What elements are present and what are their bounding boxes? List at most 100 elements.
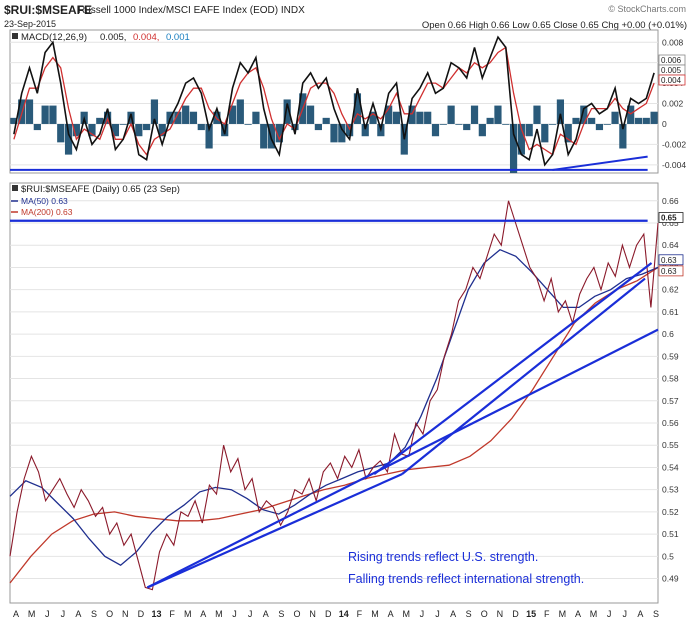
macd-histogram-bar	[182, 105, 190, 124]
x-tick-label: O	[481, 609, 488, 619]
x-tick-label: D	[512, 609, 519, 619]
x-tick-label: 14	[339, 609, 349, 619]
macd-line	[13, 35, 655, 167]
chart-annotation: Rising trends reflect U.S. strength.	[348, 550, 538, 564]
x-tick-label: M	[590, 609, 598, 619]
price-tick-label: 0.58	[662, 374, 679, 384]
price-right-badge-label: 0.63	[661, 256, 677, 265]
macd-histogram-bar	[478, 123, 486, 137]
macd-histogram-bar	[509, 123, 518, 173]
macd-histogram-bar	[424, 111, 432, 124]
macd-histogram-bar	[525, 123, 533, 137]
x-tick-label: A	[450, 609, 456, 619]
macd-histogram-bar	[517, 123, 525, 155]
macd-histogram-bar	[150, 99, 159, 124]
x-tick-label: A	[13, 609, 19, 619]
x-tick-label: J	[232, 609, 237, 619]
price-right-badge-label: 0.63	[661, 267, 677, 276]
macd-histogram-bar	[416, 111, 424, 124]
macd-frame	[9, 29, 659, 174]
macd-histogram-bar	[143, 123, 151, 131]
x-tick-label: A	[637, 609, 643, 619]
watermark: © StockCharts.com	[608, 4, 686, 14]
price-tick-label: 0.65	[662, 218, 679, 228]
macd-histogram-bar	[291, 123, 299, 131]
x-tick-label: A	[575, 609, 581, 619]
x-tick-label: O	[293, 609, 300, 619]
price-panel: 0.66 0.65 0.64 0.63 0.62 0.61 0.6 0.59 0.58 0.57 0…	[9, 182, 684, 604]
macd-histogram-bar	[439, 123, 447, 125]
macd-histogram-bar	[111, 123, 119, 137]
macd-histogram-bar	[494, 105, 502, 124]
price-tick-label: 0.55	[662, 440, 679, 450]
macd-histogram-bar	[627, 105, 635, 124]
x-tick-label: S	[653, 609, 659, 619]
ohlc-readout: Open 0.66 High 0.66 Low 0.65 Close 0.65 …	[421, 20, 687, 31]
macd-panel: 0.008 0.006 0.004 0.002 0 -0.002 -0.004 MACD(12…	[9, 29, 686, 174]
macd-histogram-bar	[580, 105, 588, 124]
macd-histogram-bar	[260, 123, 268, 149]
macd-tick-label: 0.008	[662, 37, 684, 47]
macd-histogram-bar	[174, 111, 182, 124]
macd-histogram-bar	[572, 117, 580, 124]
macd-histogram-bar	[322, 117, 330, 124]
x-tick-label: 15	[526, 609, 536, 619]
macd-histogram-bar	[135, 123, 143, 137]
macd-histogram-bar	[205, 123, 213, 149]
macd-histogram-bar	[447, 105, 455, 124]
macd-right-badge-label: 0.005	[661, 66, 682, 75]
macd-legend-label: MACD(12,26,9)	[21, 32, 87, 43]
price-tick-label: 0.66	[662, 196, 679, 206]
x-tick-label: J	[45, 609, 50, 619]
macd-histogram-bar	[642, 117, 650, 124]
macd-right-badge-label: 0.006	[661, 56, 682, 65]
x-tick-label: F	[544, 609, 550, 619]
price-frame	[9, 182, 659, 604]
chart-title: Russell 1000 Index/MSCI EAFE Index (EOD)…	[78, 5, 305, 16]
price-tick-label: 0.59	[662, 351, 679, 361]
chart-symbol: $RUI:$MSEAFE	[4, 3, 93, 17]
macd-histogram-bar	[408, 105, 416, 124]
macd-legend-value: 0.005,	[100, 32, 126, 43]
x-tick-label: 13	[151, 609, 161, 619]
macd-histogram-bar	[228, 105, 237, 124]
x-axis: A M J J A S O N D 13 F M A M J J A S O N D 14 F M A M J J A S O N D 15 F M A…	[13, 609, 659, 619]
price-tick-label: 0.64	[662, 240, 679, 250]
ma-legend-label: MA(200) 0.63	[21, 207, 73, 217]
x-tick-label: J	[623, 609, 628, 619]
x-tick-label: N	[122, 609, 129, 619]
x-tick-label: O	[106, 609, 113, 619]
macd-histogram-bar	[72, 123, 80, 137]
price-tick-label: 0.6	[662, 329, 674, 339]
macd-histogram-bar	[33, 123, 41, 131]
macd-histogram-bar	[486, 117, 494, 124]
macd-histogram-bar	[275, 123, 283, 143]
price-tick-label: 0.61	[662, 307, 679, 317]
x-tick-label: J	[420, 609, 425, 619]
macd-histogram-bar	[244, 123, 252, 125]
macd-tick-label: -0.002	[662, 139, 686, 149]
x-tick-label: A	[75, 609, 81, 619]
price-trendline	[373, 262, 653, 475]
macd-histogram-bar	[353, 93, 362, 124]
macd-histogram-bar	[549, 123, 557, 125]
price-tick-label: 0.51	[662, 529, 679, 539]
x-tick-label: D	[138, 609, 145, 619]
macd-histogram-bar	[10, 117, 18, 124]
macd-histogram-bar	[385, 105, 393, 124]
macd-histogram-bar	[455, 123, 463, 125]
price-tick-label: 0.54	[662, 462, 679, 472]
macd-histogram-bar	[119, 123, 127, 125]
macd-histogram-bar	[556, 99, 565, 124]
x-tick-label: A	[388, 609, 394, 619]
macd-histogram-bar	[236, 99, 244, 124]
macd-legend-swatch	[12, 33, 18, 39]
x-tick-label: A	[200, 609, 206, 619]
price-right-badge	[658, 254, 684, 266]
macd-histogram-bar	[314, 123, 322, 131]
price-line	[9, 200, 659, 591]
x-tick-label: M	[402, 609, 410, 619]
macd-histogram-bar	[361, 123, 369, 137]
macd-histogram-bar	[283, 99, 291, 124]
macd-histogram-bar	[595, 123, 604, 131]
